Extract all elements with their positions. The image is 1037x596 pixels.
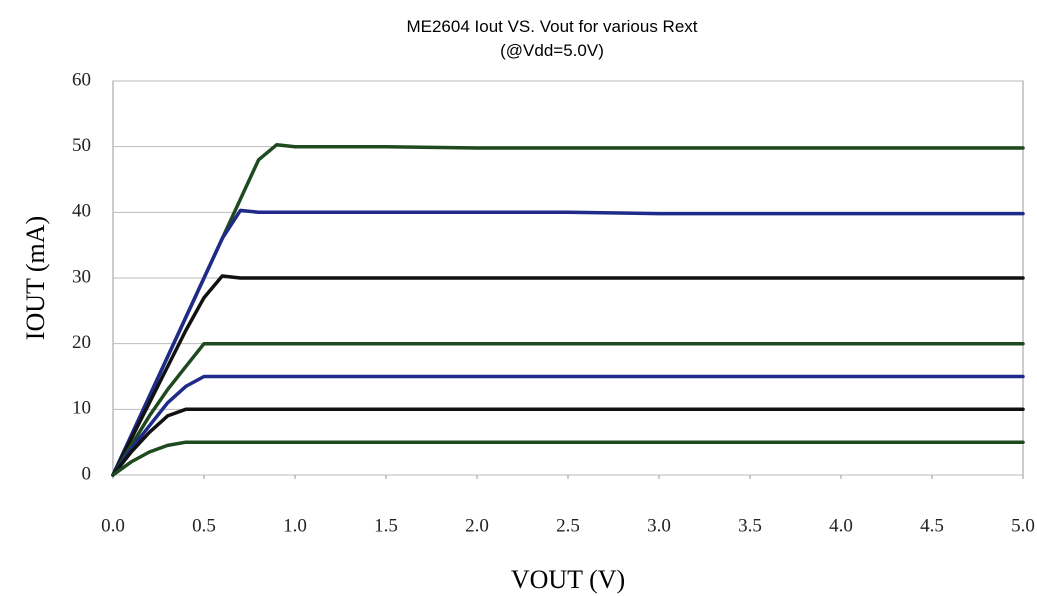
y-tick-label: 50 [72,135,91,156]
y-tick-label: 10 [72,398,91,419]
series-line [111,440,1025,477]
x-tick-label: 4.0 [829,515,853,536]
y-tick-label: 30 [72,266,91,287]
x-tick-label: 3.5 [738,515,762,536]
series-line [111,341,1025,477]
series-line [111,142,1025,477]
y-tick-label: 0 [82,463,92,484]
y-tick-label: 40 [72,201,91,222]
x-tick-label: 5.0 [1011,515,1035,536]
x-tick-label: 2.0 [465,515,489,536]
x-tick-label: 1.5 [374,515,398,536]
x-tick-label: 0.0 [101,515,125,536]
series-line [111,274,1025,477]
x-tick-label: 4.5 [920,515,944,536]
series-line [111,407,1025,477]
x-tick-label: 3.0 [647,515,671,536]
series-line [111,208,1025,477]
y-axis-label: IOUT (mA) [21,216,50,340]
x-tick-label: 0.5 [192,515,216,536]
chart-subtitle: (@Vdd=5.0V) [500,41,604,60]
x-tick-label: 1.0 [283,515,307,536]
y-tick-label: 60 [72,69,91,90]
x-tick-label: 2.5 [556,515,580,536]
chart-title: ME2604 Iout VS. Vout for various Rext [406,17,697,36]
y-tick-label: 20 [72,332,91,353]
x-axis-label: VOUT (V) [511,565,625,594]
series-line [111,374,1025,477]
